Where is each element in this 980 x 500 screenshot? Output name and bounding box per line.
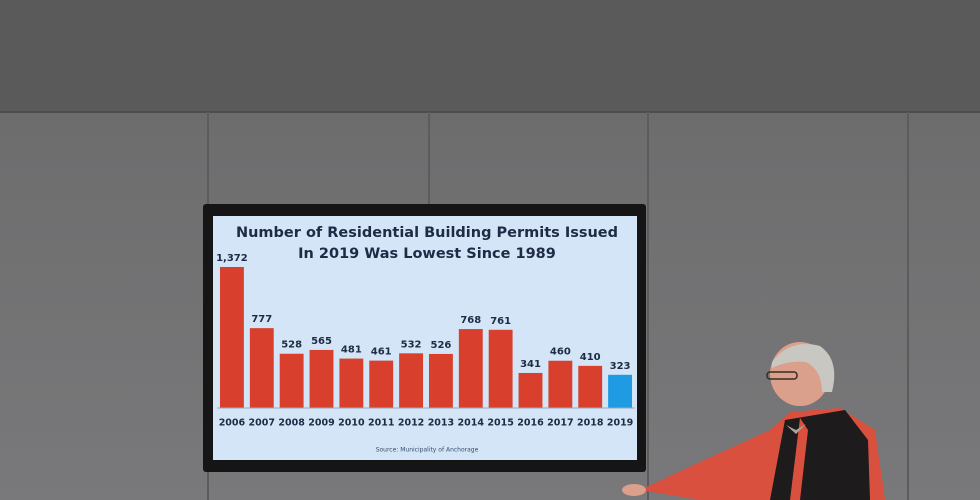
- bar: [369, 360, 394, 408]
- x-tick-label: 2012: [398, 418, 424, 429]
- value-label: 526: [430, 340, 451, 351]
- presenter: [622, 342, 885, 500]
- value-label: 565: [311, 336, 332, 347]
- chart-title: Number of Residential Building Permits I…: [236, 225, 618, 241]
- value-label: 761: [490, 316, 511, 327]
- x-tick-label: 2013: [428, 418, 454, 429]
- bar: [458, 329, 483, 408]
- bar: [428, 353, 453, 408]
- value-label: 461: [371, 347, 392, 358]
- bar: [219, 267, 244, 408]
- bar: [309, 349, 334, 408]
- x-tick-label: 2009: [308, 418, 334, 429]
- bar: [518, 372, 543, 408]
- value-label: 323: [610, 361, 631, 372]
- x-tick-label: 2016: [517, 418, 544, 429]
- bar: [399, 353, 424, 408]
- value-label: 768: [460, 315, 481, 326]
- chart-title: In 2019 Was Lowest Since 1989: [298, 246, 556, 262]
- chart: Number of Residential Building Permits I…: [216, 225, 635, 454]
- bar: [548, 360, 573, 408]
- source-note: Source: Municipality of Anchorage: [376, 447, 479, 454]
- x-tick-label: 2007: [249, 418, 275, 429]
- x-tick-label: 2017: [547, 418, 573, 429]
- x-tick-label: 2006: [219, 418, 246, 429]
- bar: [249, 328, 274, 408]
- x-tick-label: 2014: [458, 418, 485, 429]
- value-label: 528: [281, 340, 302, 351]
- value-label: 410: [580, 352, 601, 363]
- bar: [339, 358, 364, 408]
- bar: [488, 329, 513, 408]
- bar: [279, 353, 304, 408]
- x-tick-label: 2015: [487, 418, 513, 429]
- value-label: 777: [251, 314, 272, 325]
- bar: [578, 365, 603, 408]
- x-tick-label: 2011: [368, 418, 394, 429]
- value-label: 1,372: [216, 253, 248, 264]
- x-tick-label: 2018: [577, 418, 604, 429]
- ceiling-band: [0, 0, 980, 112]
- value-label: 481: [341, 345, 362, 356]
- tv-screen: [213, 216, 637, 460]
- value-label: 341: [520, 359, 541, 370]
- value-label: 460: [550, 347, 571, 358]
- bar: [608, 374, 633, 408]
- value-label: 532: [401, 339, 422, 350]
- x-tick-label: 2008: [278, 418, 305, 429]
- x-tick-label: 2010: [338, 418, 365, 429]
- x-tick-label: 2019: [607, 418, 633, 429]
